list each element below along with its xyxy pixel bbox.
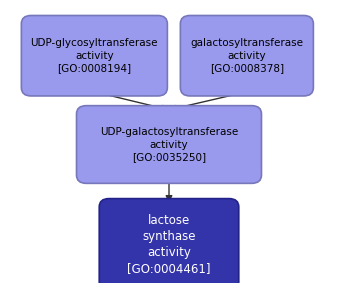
FancyBboxPatch shape [99, 199, 239, 289]
Text: galactosyltransferase
activity
[GO:0008378]: galactosyltransferase activity [GO:00083… [190, 38, 304, 73]
Text: UDP-glycosyltransferase
activity
[GO:0008194]: UDP-glycosyltransferase activity [GO:000… [31, 38, 158, 73]
FancyBboxPatch shape [76, 106, 262, 183]
Text: lactose
synthase
activity
[GO:0004461]: lactose synthase activity [GO:0004461] [127, 214, 211, 275]
FancyBboxPatch shape [180, 16, 313, 96]
Text: UDP-galactosyltransferase
activity
[GO:0035250]: UDP-galactosyltransferase activity [GO:0… [100, 127, 238, 162]
FancyBboxPatch shape [21, 16, 167, 96]
